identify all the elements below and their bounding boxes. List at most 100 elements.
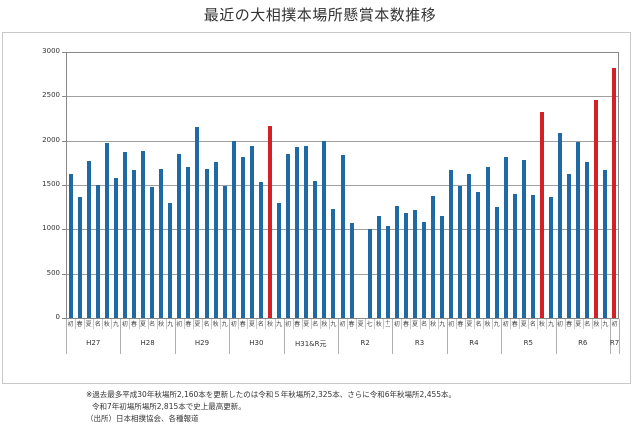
bar — [576, 142, 581, 318]
x-tick-label: 九 — [276, 321, 283, 328]
x-tick-mark — [75, 319, 77, 329]
bar — [277, 202, 282, 318]
x-tick-mark — [310, 319, 312, 329]
bar — [349, 223, 354, 318]
y-tick-label: 1500 — [42, 180, 60, 188]
x-tick-label: 名 — [257, 321, 264, 328]
bar — [422, 221, 427, 318]
y-tick-label: 0 — [55, 313, 60, 321]
bar — [150, 187, 155, 318]
x-tick-mark — [93, 319, 95, 329]
x-tick-mark — [84, 319, 86, 329]
group-separator — [283, 319, 285, 354]
bar — [286, 154, 291, 318]
x-tick-mark — [328, 319, 330, 329]
x-tick-label: 秋 — [430, 321, 437, 328]
bar — [449, 169, 454, 318]
bar — [113, 177, 118, 318]
x-tick-label: 名 — [584, 321, 591, 328]
x-tick-label: 夏 — [466, 321, 473, 328]
x-tick-label: 春 — [239, 321, 246, 328]
x-tick-label: 夏 — [248, 321, 255, 328]
x-tick-mark — [265, 319, 267, 329]
x-tick-mark — [401, 319, 403, 329]
x-tick-label: 秋 — [266, 321, 273, 328]
bar — [222, 185, 227, 318]
x-tick-mark — [201, 319, 203, 329]
x-tick-label: 初 — [67, 321, 74, 328]
y-tick-label: 2500 — [42, 91, 60, 100]
x-tick-label: 名 — [203, 321, 210, 328]
x-tick-mark — [247, 319, 249, 329]
y-tick-label: 2000 — [42, 135, 60, 144]
x-tick-label: 春 — [402, 321, 409, 328]
x-tick-mark — [102, 319, 104, 329]
x-tick-mark — [464, 319, 466, 329]
bar — [122, 152, 127, 318]
note-line-3: （出所）日本相撲協会、各種報道 — [86, 414, 199, 423]
x-tick-mark — [537, 319, 539, 329]
x-tick-label: 初 — [611, 321, 618, 328]
group-label: R4 — [469, 339, 479, 347]
y-tick-mark — [62, 318, 66, 319]
group-label: R2 — [360, 339, 370, 347]
bar — [530, 195, 535, 318]
x-tick-mark — [183, 319, 185, 329]
bar — [431, 196, 436, 318]
x-tick-label: 九 — [439, 321, 446, 328]
x-tick-label: 初 — [176, 321, 183, 328]
x-tick-mark — [220, 319, 222, 329]
bar — [549, 196, 553, 318]
x-tick-label: 初 — [448, 321, 455, 328]
x-tick-label: 初 — [557, 321, 564, 328]
bar — [331, 209, 336, 318]
x-tick-mark — [573, 319, 575, 329]
bar — [340, 155, 345, 318]
group-label: H29 — [194, 339, 210, 347]
x-tick-mark — [274, 319, 276, 329]
x-tick-mark — [564, 319, 566, 329]
x-tick-label: 夏 — [575, 321, 582, 328]
x-tick-label: 名 — [149, 321, 156, 328]
y-tick-mark — [62, 273, 66, 275]
x-tick-label: 春 — [566, 321, 573, 328]
bar — [394, 205, 399, 318]
bar — [249, 145, 254, 318]
group-label: H28 — [140, 339, 155, 347]
group-label: H31&R元 — [295, 340, 327, 348]
x-tick-label: 夏 — [140, 321, 147, 328]
group-label: R5 — [523, 339, 533, 347]
bar — [231, 141, 236, 318]
x-tick-mark — [365, 319, 367, 329]
x-tick-label: 名 — [529, 321, 536, 328]
bar-record — [594, 100, 599, 318]
x-tick-label: 夏 — [357, 321, 364, 328]
x-tick-mark — [138, 319, 140, 329]
bar — [458, 185, 463, 318]
x-tick-label: 九 — [167, 321, 174, 328]
x-tick-mark — [410, 319, 412, 329]
x-tick-label: 秋 — [212, 321, 219, 328]
group-label: H27 — [86, 339, 101, 347]
bar — [385, 225, 390, 318]
x-tick-mark — [292, 319, 294, 329]
x-tick-label: 七 — [366, 321, 373, 328]
group-separator — [555, 319, 557, 354]
x-tick-label: 夏 — [303, 321, 310, 328]
group-label: R7 — [609, 339, 620, 347]
x-tick-label: 初 — [393, 321, 400, 328]
x-tick-mark — [374, 319, 376, 329]
group-label: R3 — [414, 339, 425, 347]
x-tick-label: 初 — [121, 321, 128, 328]
bar — [95, 184, 100, 318]
bar — [304, 146, 309, 318]
x-tick-label: 初 — [339, 321, 346, 328]
group-separator — [609, 319, 611, 354]
group-separator — [619, 319, 620, 354]
bar — [467, 173, 472, 318]
x-tick-mark — [455, 319, 457, 329]
x-tick-label: 夏 — [194, 321, 201, 328]
x-tick-label: 名 — [475, 321, 482, 328]
x-tick-mark — [428, 319, 430, 329]
group-label: R6 — [578, 339, 588, 347]
